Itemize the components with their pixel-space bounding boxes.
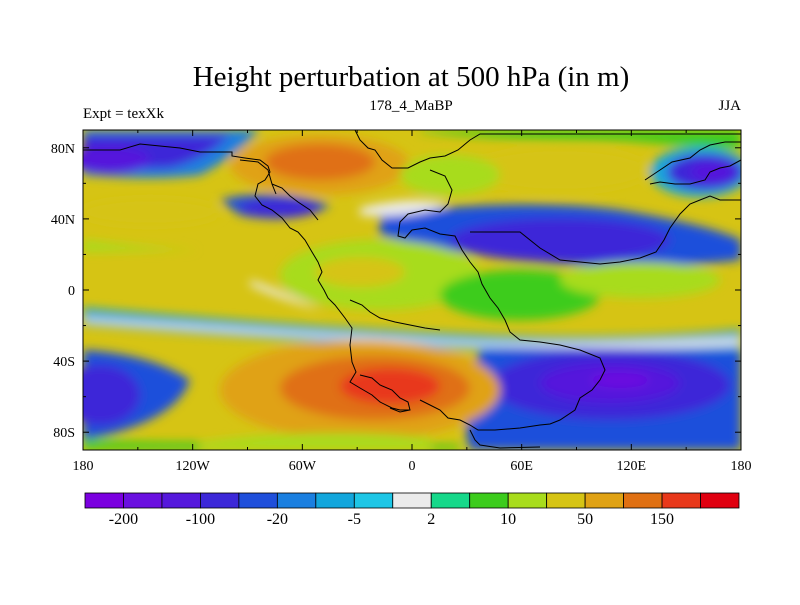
- x-tick-label: 120E: [617, 459, 647, 474]
- colorbar-label: -20: [267, 511, 288, 528]
- colorbar-label: -200: [109, 511, 138, 528]
- colorbar-swatch: [546, 492, 586, 509]
- colorbar-label: -100: [186, 511, 215, 528]
- y-tick-label: 80S: [53, 426, 75, 441]
- colorbar-label: -5: [348, 511, 361, 528]
- colorbar-label: 10: [500, 511, 516, 528]
- y-tick-label: 80N: [51, 142, 75, 157]
- colorbar-swatch: [623, 492, 663, 509]
- colorbar: -200 -100 -20 -5 2 10 50 150: [84, 492, 740, 528]
- colorbar-swatch: [661, 492, 701, 509]
- colorbar-label: 2: [427, 511, 435, 528]
- colorbar-swatch: [507, 492, 548, 509]
- colorbar-swatch: [200, 492, 240, 509]
- y-tick-label: 40S: [53, 355, 75, 370]
- x-axis: 180 120W 60W 0 60E 120E 180: [73, 130, 752, 474]
- subtitle-center: 178_4_MaBP: [369, 98, 452, 114]
- colorbar-swatch: [276, 492, 317, 509]
- y-tick-label: 0: [68, 284, 75, 299]
- x-tick-label: 120W: [176, 459, 211, 474]
- x-tick-label: 60W: [289, 459, 317, 474]
- chart-title: Height perturbation at 500 hPa (in m): [193, 61, 630, 93]
- colorbar-swatch: [161, 492, 201, 509]
- height-field: [83, 130, 741, 450]
- colorbar-swatch: [123, 492, 163, 509]
- colorbar-label: 150: [650, 511, 674, 528]
- colorbar-swatch: [700, 492, 740, 509]
- y-tick-label: 40N: [51, 213, 75, 228]
- colorbar-swatch: [469, 492, 509, 509]
- subtitle-right: JJA: [718, 98, 741, 114]
- coastlines: [83, 130, 741, 449]
- colorbar-swatch: [84, 492, 124, 509]
- colorbar-swatch: [584, 492, 624, 509]
- x-tick-label: 0: [409, 459, 416, 474]
- x-tick-label: 180: [73, 459, 94, 474]
- colorbar-swatch: [430, 492, 471, 509]
- colorbar-swatch: [315, 492, 355, 509]
- colorbar-swatch: [238, 492, 278, 509]
- colorbar-swatch: [353, 492, 394, 509]
- x-tick-label: 180: [731, 459, 752, 474]
- colorbar-label: 50: [577, 511, 593, 528]
- x-tick-label: 60E: [510, 459, 533, 474]
- subtitle-left: Expt = texXk: [83, 106, 164, 122]
- y-axis: 80N 40N 0 40S 80S: [51, 142, 741, 441]
- colorbar-swatch: [392, 492, 432, 509]
